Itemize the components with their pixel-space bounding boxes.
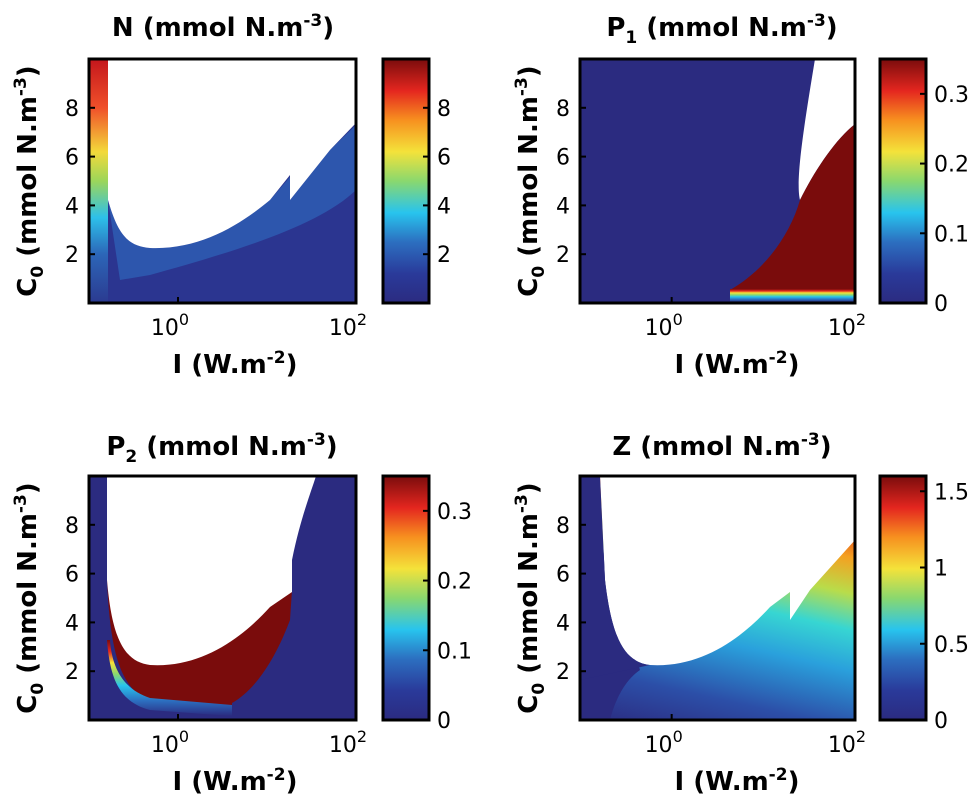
plot-frame bbox=[87, 57, 358, 305]
colorbar bbox=[878, 57, 928, 305]
panel-z: Z (mmol N.m-3) I (W.m-2) C0 (mmol N.m-3)… bbox=[512, 430, 969, 797]
y-tick-label: 8 bbox=[556, 97, 570, 122]
colorbar-tick-label: 0.2 bbox=[934, 153, 969, 178]
colorbar-ticks: 0 0.1 0.2 0.3 bbox=[920, 83, 969, 317]
colorbar-tick-label: 2 bbox=[437, 243, 451, 268]
heatmap-undefined-region bbox=[108, 59, 356, 249]
y-tick-label: 6 bbox=[65, 146, 79, 171]
chart-title: N (mmol N.m-3) bbox=[112, 11, 334, 43]
y-tick-label: 2 bbox=[65, 660, 79, 685]
colorbar-tick-label: 0 bbox=[934, 709, 948, 734]
x-tick-label: 102 bbox=[329, 310, 367, 341]
heatmap-undefined-region bbox=[600, 476, 855, 666]
x-tick-label: 102 bbox=[329, 727, 367, 758]
y-ticks: 2 4 6 8 bbox=[556, 97, 586, 268]
y-axis-label: C0 (mmol N.m-3) bbox=[512, 482, 549, 713]
y-tick-label: 4 bbox=[556, 194, 570, 219]
y-axis-label: C0 (mmol N.m-3) bbox=[11, 65, 48, 296]
chart-title: P1 (mmol N.m-3) bbox=[606, 11, 837, 48]
heatmap-undefined-region bbox=[798, 59, 855, 200]
x-axis-label: I (W.m-2) bbox=[675, 348, 800, 380]
x-axis-label: I (W.m-2) bbox=[675, 765, 800, 797]
y-tick-label: 2 bbox=[65, 243, 79, 268]
x-ticks: 100 102 bbox=[645, 714, 866, 758]
y-tick-label: 8 bbox=[556, 514, 570, 539]
colorbar-ticks: 0 0.5 1 1.5 bbox=[920, 480, 969, 734]
y-tick-label: 4 bbox=[65, 611, 79, 636]
y-tick-label: 4 bbox=[65, 194, 79, 219]
x-axis-label: I (W.m-2) bbox=[173, 765, 298, 797]
colorbar-ticks: 0 0.1 0.2 0.3 bbox=[423, 500, 472, 734]
panel-p2: P2 (mmol N.m-3) I (W.m-2) C0 (mmol N.m-3… bbox=[11, 430, 472, 797]
x-ticks: 100 102 bbox=[151, 297, 367, 341]
chart-title: Z (mmol N.m-3) bbox=[612, 430, 831, 462]
heatmap-z bbox=[580, 476, 855, 720]
heatmap-n bbox=[89, 59, 356, 303]
plot-frame bbox=[87, 474, 358, 722]
x-axis-label: I (W.m-2) bbox=[173, 348, 298, 380]
x-ticks: 100 102 bbox=[151, 714, 367, 758]
colorbar-tick-label: 1.5 bbox=[934, 480, 969, 505]
colorbar bbox=[381, 57, 431, 305]
y-tick-label: 6 bbox=[556, 563, 570, 588]
heatmap-high-region bbox=[730, 124, 855, 290]
y-tick-label: 4 bbox=[556, 611, 570, 636]
y-tick-label: 8 bbox=[65, 97, 79, 122]
y-tick-label: 6 bbox=[556, 146, 570, 171]
colorbar-tick-label: 0.1 bbox=[934, 222, 969, 247]
y-ticks: 2 4 6 8 bbox=[65, 514, 95, 685]
colorbar-tick-label: 6 bbox=[437, 146, 451, 171]
y-tick-label: 2 bbox=[556, 660, 570, 685]
heatmap-band bbox=[107, 640, 232, 716]
colorbar-tick-label: 0.1 bbox=[437, 639, 472, 664]
x-tick-label: 102 bbox=[828, 310, 866, 341]
colorbar-tick-label: 1 bbox=[934, 557, 948, 582]
y-axis-label: C0 (mmol N.m-3) bbox=[11, 482, 48, 713]
colorbar-tick-label: 0.3 bbox=[934, 83, 969, 108]
x-tick-label: 102 bbox=[828, 727, 866, 758]
heatmap-contour bbox=[108, 125, 356, 280]
x-tick-label: 100 bbox=[645, 727, 683, 758]
heatmap-band bbox=[730, 289, 855, 302]
colorbar bbox=[381, 474, 431, 722]
panel-n: N (mmol N.m-3) I (W.m-2) C0 (mmol N.m-3)… bbox=[11, 11, 451, 380]
y-tick-label: 8 bbox=[65, 514, 79, 539]
x-tick-label: 100 bbox=[151, 727, 189, 758]
plot-frame bbox=[578, 57, 857, 305]
colorbar-tick-label: 0.5 bbox=[934, 633, 969, 658]
colorbar-tick-label: 0 bbox=[437, 709, 451, 734]
plot-frame bbox=[578, 474, 857, 722]
heatmap-low-region-left bbox=[580, 476, 650, 680]
colorbar-tick-label: 0 bbox=[934, 292, 948, 317]
heatmap-p2 bbox=[89, 476, 356, 720]
panel-p1: P1 (mmol N.m-3) I (W.m-2) C0 (mmol N.m-3… bbox=[512, 11, 969, 380]
heatmap-strip bbox=[89, 59, 108, 303]
x-tick-label: 100 bbox=[645, 310, 683, 341]
heatmap-undefined-region bbox=[107, 476, 316, 666]
y-tick-label: 2 bbox=[556, 243, 570, 268]
colorbar-tick-label: 0.3 bbox=[437, 500, 472, 525]
colorbar-tick-label: 8 bbox=[437, 97, 451, 122]
colorbar bbox=[878, 474, 928, 722]
x-tick-label: 100 bbox=[151, 310, 189, 341]
colorbar-tick-label: 0.2 bbox=[437, 570, 472, 595]
y-axis-label: C0 (mmol N.m-3) bbox=[512, 65, 549, 296]
x-ticks: 100 102 bbox=[645, 297, 866, 341]
colorbar-ticks: 2 4 6 8 bbox=[423, 97, 451, 268]
y-ticks: 2 4 6 8 bbox=[556, 514, 586, 685]
heatmap-p1 bbox=[580, 59, 855, 303]
colorbar-tick-label: 4 bbox=[437, 194, 451, 219]
y-tick-label: 6 bbox=[65, 563, 79, 588]
chart-title: P2 (mmol N.m-3) bbox=[106, 430, 337, 467]
y-ticks: 2 4 6 8 bbox=[65, 97, 95, 268]
